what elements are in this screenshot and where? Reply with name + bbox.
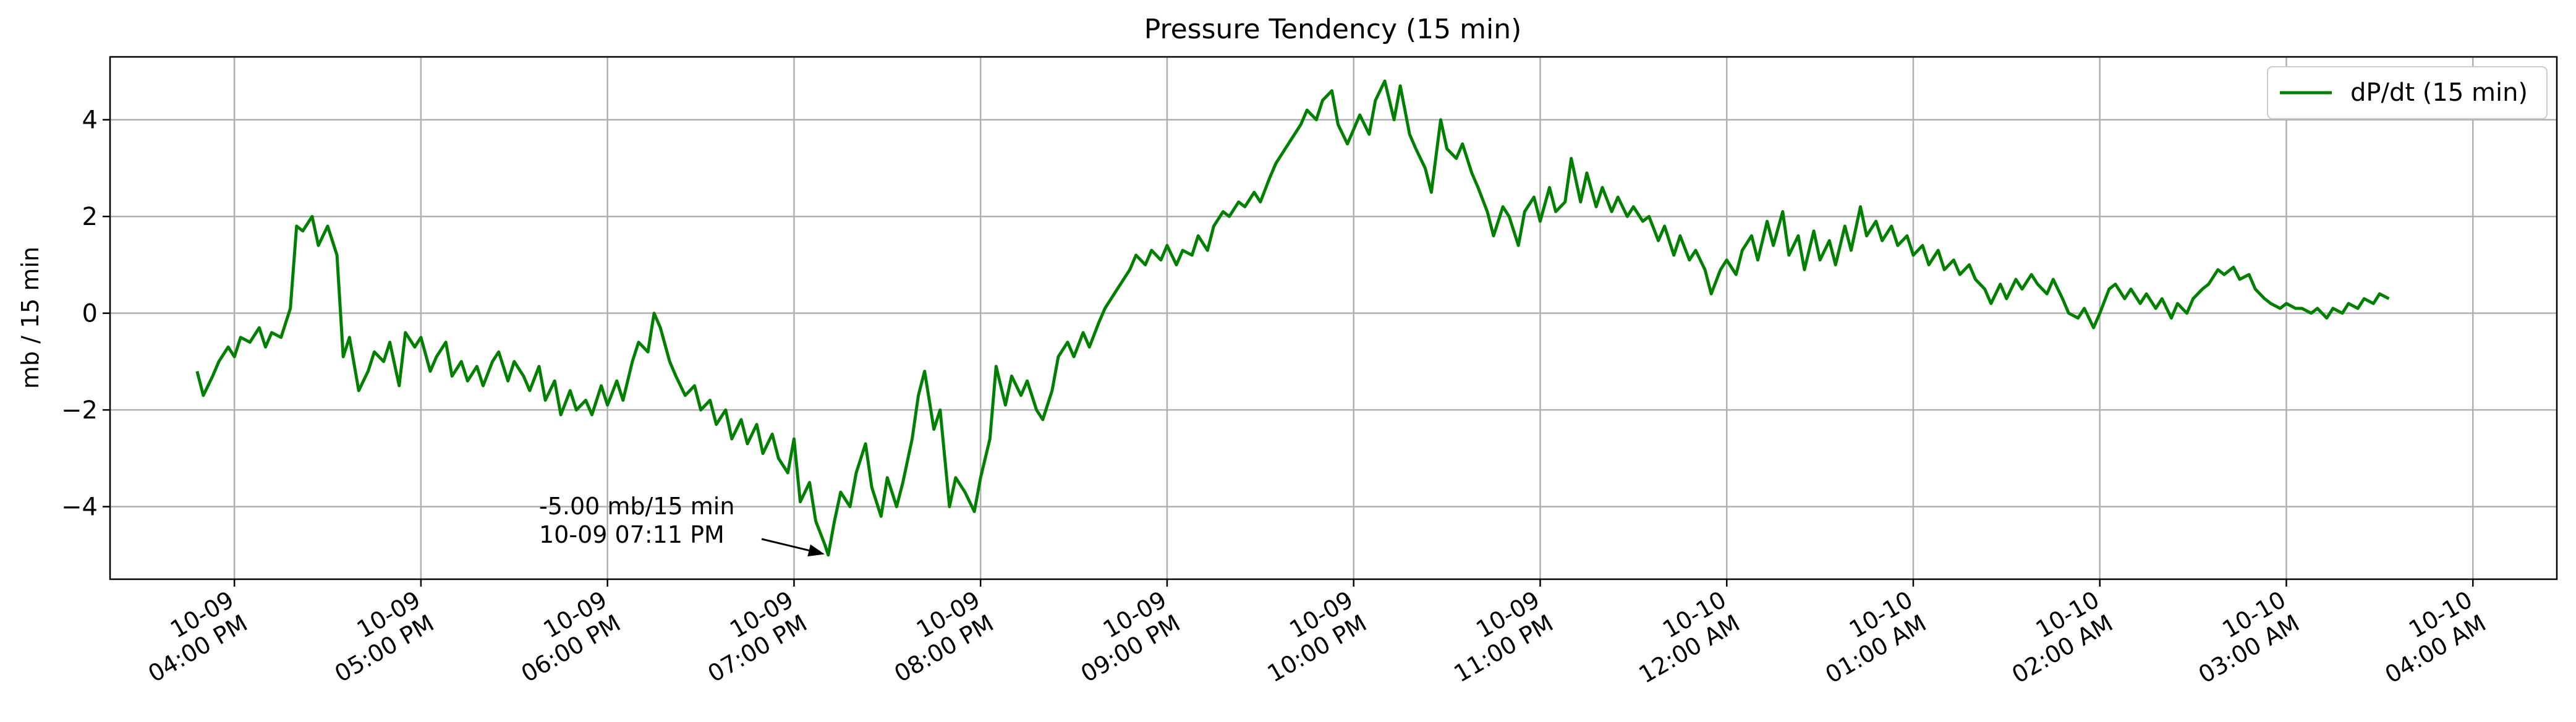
legend: dP/dt (15 min) [2267, 66, 2548, 119]
annotation-value-text: -5.00 mb/15 min [539, 493, 734, 520]
chart-title: Pressure Tendency (15 min) [1144, 14, 1522, 45]
y-tick-label: −4 [61, 493, 98, 522]
legend-label: dP/dt (15 min) [2350, 79, 2528, 107]
min-annotation: -5.00 mb/15 min 10-09 07:11 PM [539, 493, 825, 557]
annotation-arrow [761, 538, 809, 551]
annotation-time-text: 10-09 07:11 PM [539, 521, 725, 548]
annotation-arrowhead [807, 544, 825, 557]
y-tick-label: 2 [82, 203, 98, 231]
y-tick-label: 4 [82, 106, 98, 135]
legend-box [2267, 66, 2548, 119]
y-tick-label: −2 [61, 396, 98, 425]
series-line [195, 79, 2390, 557]
plot-frame [109, 56, 2558, 580]
y-axis-label: mb / 15 min [17, 247, 44, 389]
y-tick-label: 0 [82, 300, 98, 328]
grid-lines [110, 57, 2557, 579]
